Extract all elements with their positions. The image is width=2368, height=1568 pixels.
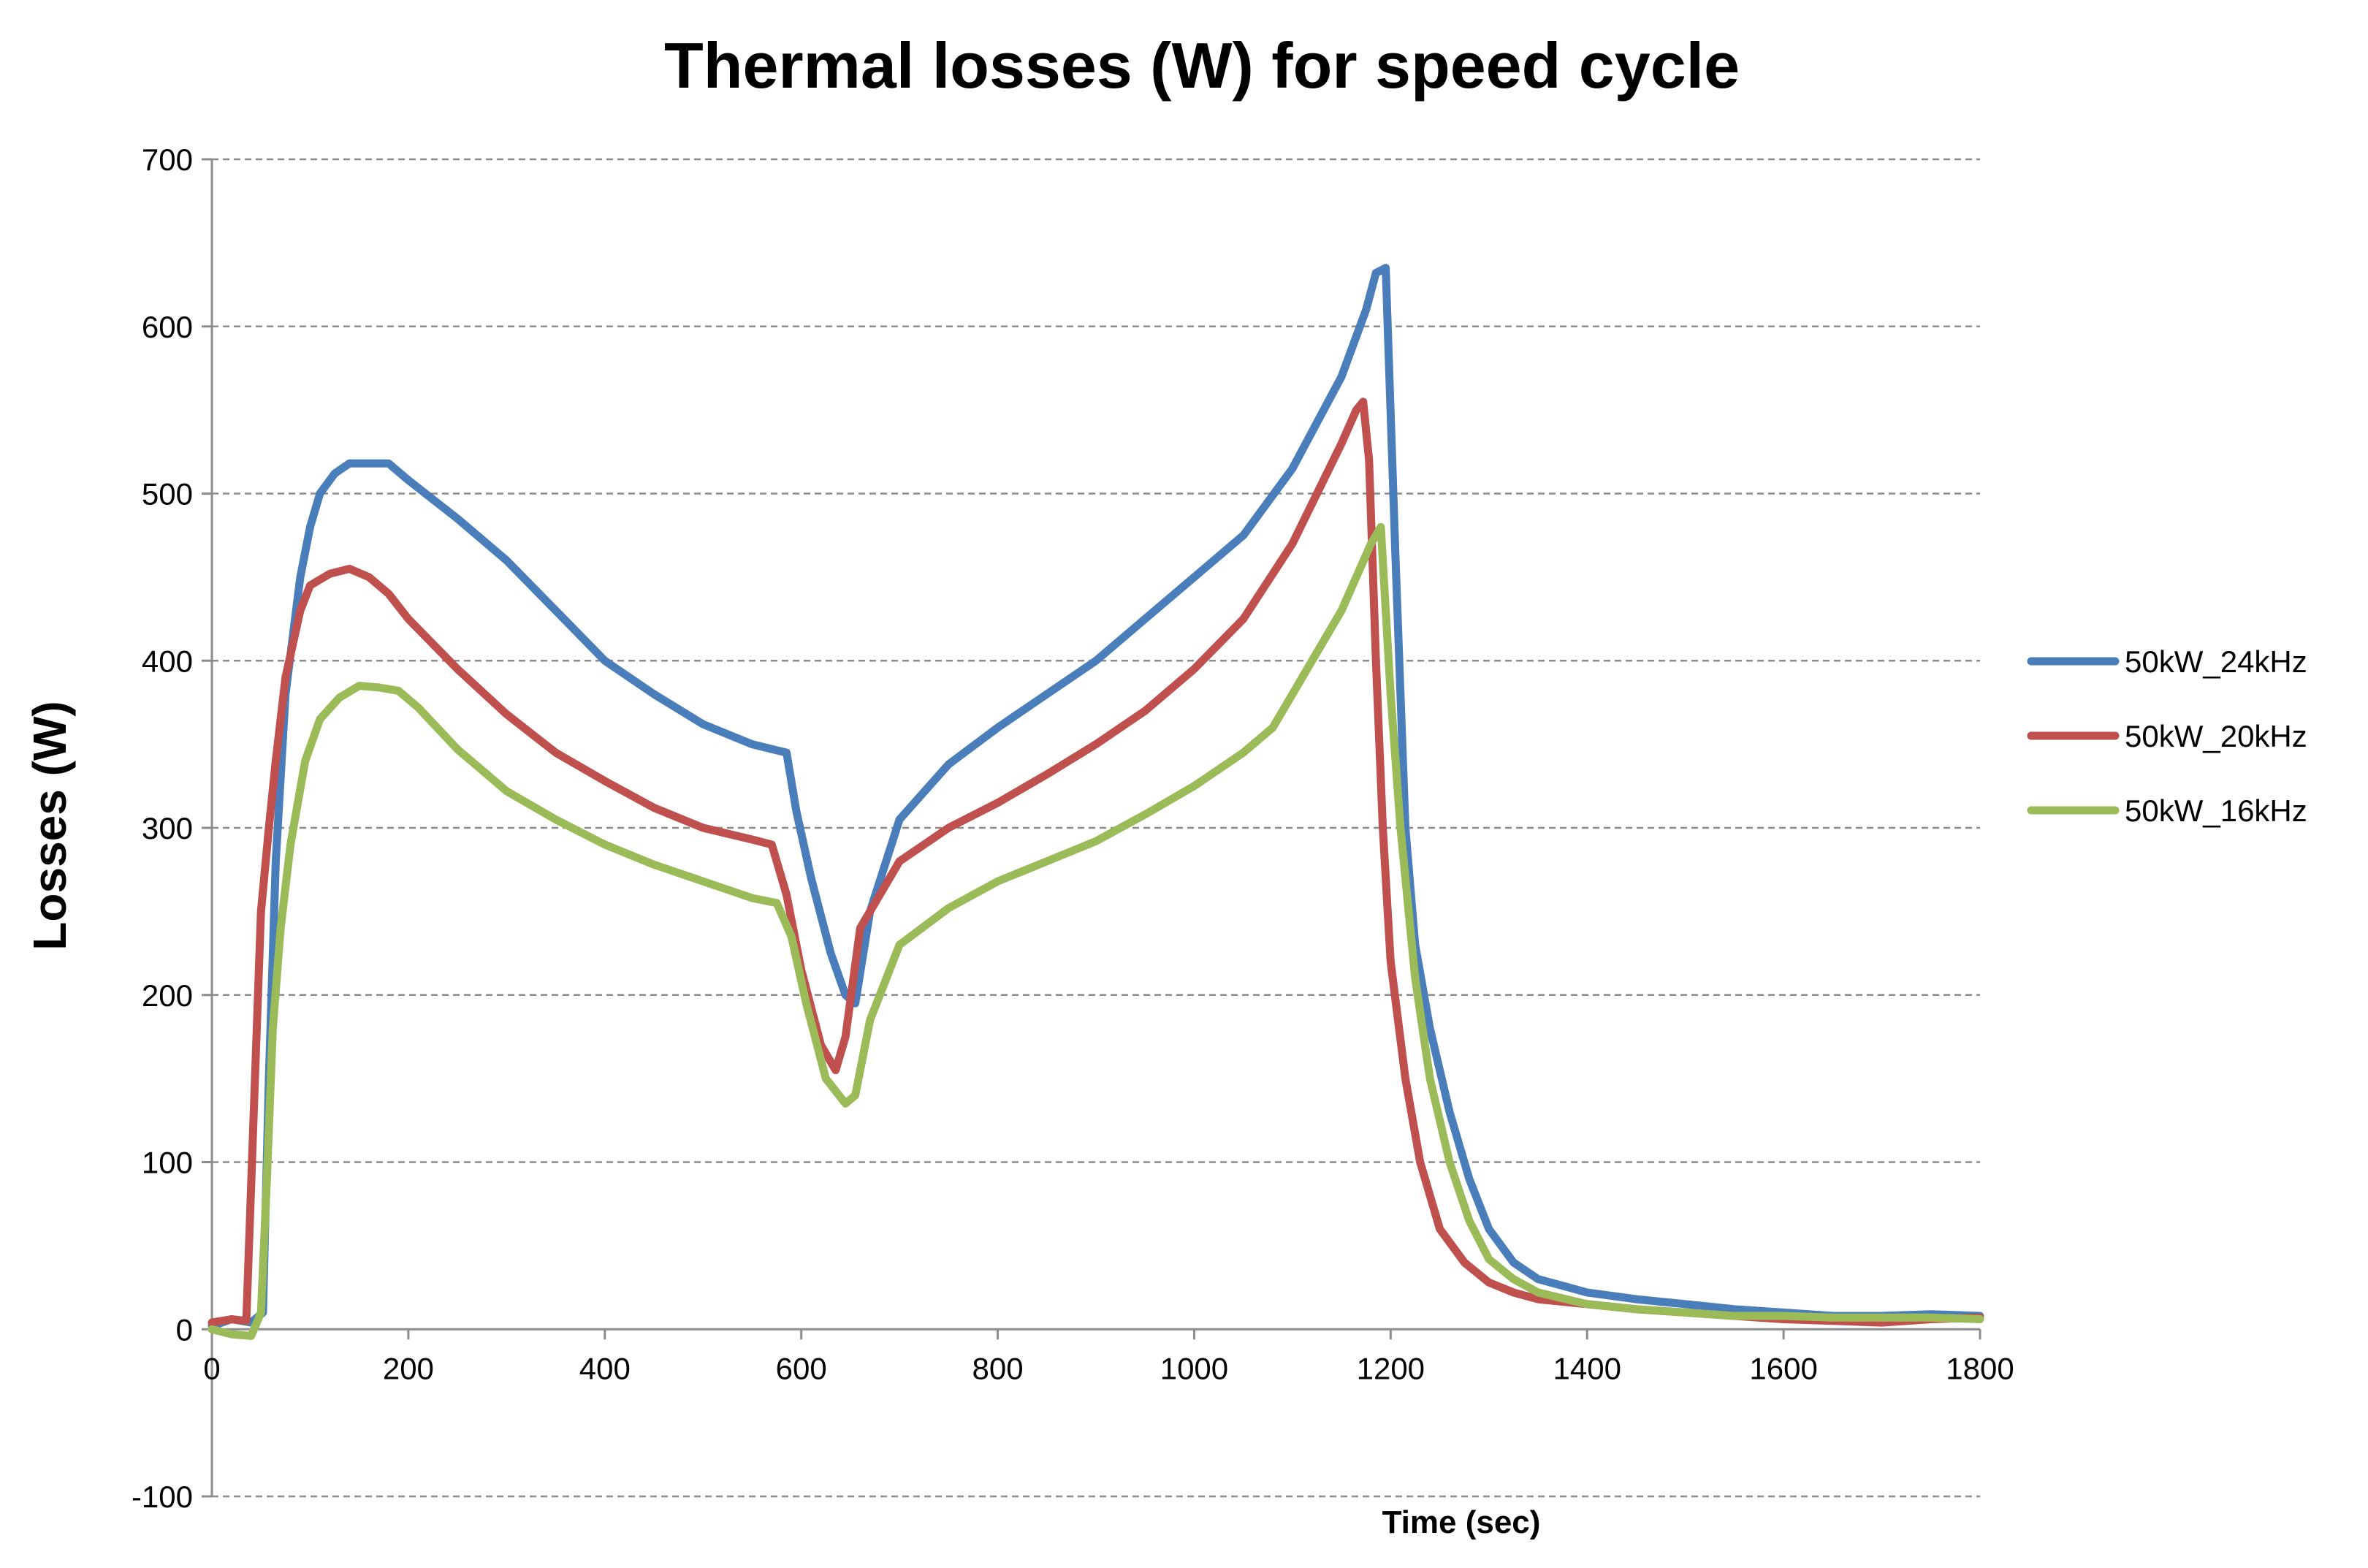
series-line-50kW_24kHz bbox=[208, 264, 1984, 1331]
y-tick-label-3: 200 bbox=[142, 978, 193, 1013]
y-tick-label-8: 700 bbox=[142, 142, 193, 177]
x-tick-label-2: 400 bbox=[579, 1351, 631, 1385]
x-tick-label-7: 1400 bbox=[1553, 1351, 1621, 1385]
y-tick-label-1: 0 bbox=[176, 1312, 193, 1347]
y-tick-label-5: 400 bbox=[142, 644, 193, 678]
x-tick-label-0: 0 bbox=[203, 1351, 220, 1385]
legend: 50kW_24kHz 50kW_20kHz 50kW_16kHz bbox=[2027, 644, 2307, 828]
legend-label-50kW_20kHz: 50kW_20kHz bbox=[2125, 719, 2307, 753]
x-axis-label: Time (sec) bbox=[1382, 1504, 1541, 1540]
axes bbox=[202, 158, 1981, 1498]
legend-label-50kW_16kHz: 50kW_16kHz bbox=[2125, 793, 2307, 828]
series-line-50kW_20kHz bbox=[208, 397, 1984, 1327]
x-tick-labels: 0 200 400 600 800 1000 1200 1400 1600 1800 bbox=[203, 1351, 2014, 1385]
y-tick-labels: -100 0 100 200 300 400 500 600 700 bbox=[132, 142, 193, 1514]
y-axis-label: Losses (W) bbox=[23, 701, 76, 950]
x-tick-label-6: 1200 bbox=[1357, 1351, 1425, 1385]
series-line-50kW_16kHz bbox=[208, 522, 1984, 1340]
y-tick-label-4: 300 bbox=[142, 811, 193, 845]
y-tick-label-0: -100 bbox=[132, 1480, 193, 1514]
series-lines bbox=[208, 264, 1984, 1340]
x-tick-label-8: 1600 bbox=[1749, 1351, 1817, 1385]
legend-label-50kW_24kHz: 50kW_24kHz bbox=[2125, 644, 2307, 679]
x-tick-label-1: 200 bbox=[383, 1351, 434, 1385]
x-tick-label-3: 600 bbox=[776, 1351, 827, 1385]
y-tick-label-7: 600 bbox=[142, 310, 193, 344]
y-tick-label-6: 500 bbox=[142, 477, 193, 511]
x-tick-label-9: 1800 bbox=[1946, 1351, 2014, 1385]
y-tick-label-2: 100 bbox=[142, 1146, 193, 1180]
x-tick-label-4: 800 bbox=[972, 1351, 1024, 1385]
x-tick-label-5: 1000 bbox=[1160, 1351, 1228, 1385]
gridlines bbox=[212, 158, 1980, 1498]
chart-title: Thermal losses (W) for speed cycle bbox=[664, 29, 1740, 102]
